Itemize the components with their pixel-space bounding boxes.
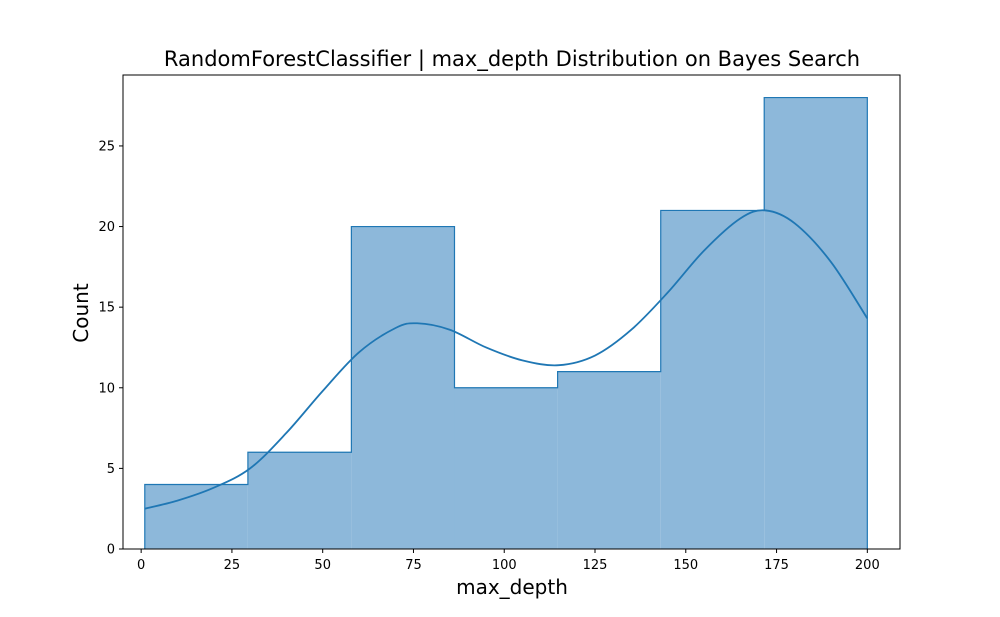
y-tick-label: 5 bbox=[107, 462, 115, 477]
y-tick-label: 0 bbox=[107, 543, 115, 558]
histogram-bar-5 bbox=[557, 371, 661, 549]
y-tick-label: 20 bbox=[98, 220, 115, 235]
chart-title: RandomForestClassifier | max_depth Distr… bbox=[164, 47, 860, 72]
histogram-bar-4 bbox=[454, 387, 558, 549]
plot-frame bbox=[122, 74, 901, 550]
x-tick-label: 75 bbox=[405, 558, 422, 573]
x-tick-label: 50 bbox=[314, 558, 331, 573]
y-tick-label: 10 bbox=[98, 381, 115, 396]
y-axis-label: Count bbox=[69, 283, 93, 343]
x-tick-label: 25 bbox=[224, 558, 241, 573]
histogram-bar-3 bbox=[351, 226, 455, 549]
histogram-bars bbox=[144, 97, 868, 550]
y-tick-label: 15 bbox=[98, 301, 115, 316]
x-tick-label: 150 bbox=[673, 558, 698, 573]
x-tick-label: 0 bbox=[137, 558, 145, 573]
x-axis-label: max_depth bbox=[456, 575, 568, 599]
x-tick-label: 200 bbox=[855, 558, 880, 573]
kde-curve bbox=[144, 209, 869, 510]
x-axis-ticks: 0 25 50 75 100 125 150 175 200 bbox=[137, 549, 880, 573]
kde-line bbox=[144, 209, 869, 510]
x-tick-label: 100 bbox=[492, 558, 517, 573]
x-tick-label: 125 bbox=[583, 558, 608, 573]
y-axis-ticks: 0 5 10 15 20 25 bbox=[98, 139, 123, 558]
x-tick-label: 175 bbox=[764, 558, 789, 573]
histogram-bar-6 bbox=[660, 210, 765, 549]
histogram-step-outline bbox=[144, 96, 868, 549]
y-tick-label: 25 bbox=[98, 139, 115, 154]
histogram-bar-2 bbox=[247, 452, 352, 549]
histogram-outline bbox=[144, 96, 868, 549]
histogram-bar-7 bbox=[764, 97, 868, 550]
